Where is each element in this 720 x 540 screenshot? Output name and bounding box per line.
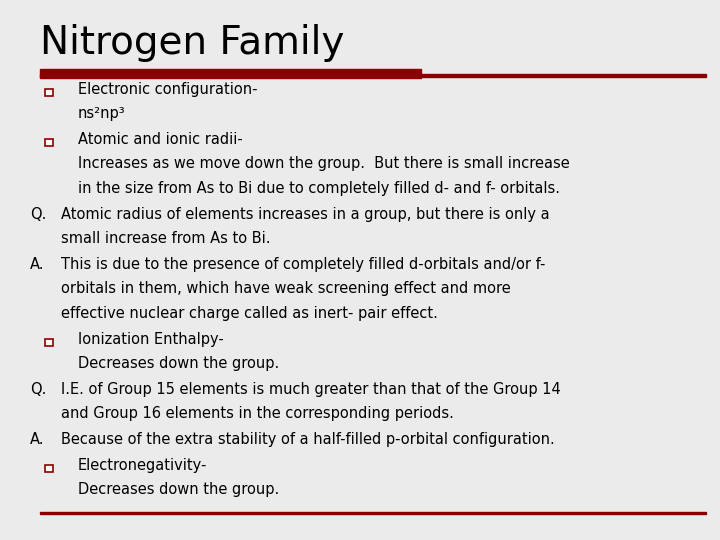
Text: Decreases down the group.: Decreases down the group. xyxy=(78,482,279,497)
Text: Nitrogen Family: Nitrogen Family xyxy=(40,24,344,62)
Text: effective nuclear charge called as inert- pair effect.: effective nuclear charge called as inert… xyxy=(61,306,438,321)
Text: Q.: Q. xyxy=(30,382,47,397)
Text: Increases as we move down the group.  But there is small increase: Increases as we move down the group. But… xyxy=(78,157,570,171)
Text: Decreases down the group.: Decreases down the group. xyxy=(78,356,279,371)
Text: Atomic and ionic radii-: Atomic and ionic radii- xyxy=(78,132,243,147)
Text: A.: A. xyxy=(30,257,45,272)
Bar xyxy=(40,69,421,78)
Text: Electronic configuration-: Electronic configuration- xyxy=(78,82,257,97)
Text: small increase from As to Bi.: small increase from As to Bi. xyxy=(61,231,271,246)
Bar xyxy=(45,465,53,472)
Text: in the size from As to Bi due to completely filled d- and f- orbitals.: in the size from As to Bi due to complet… xyxy=(78,181,559,196)
Bar xyxy=(40,74,706,77)
Bar xyxy=(45,339,53,346)
Bar xyxy=(45,139,53,146)
Text: I.E. of Group 15 elements is much greater than that of the Group 14: I.E. of Group 15 elements is much greate… xyxy=(61,382,561,397)
Text: orbitals in them, which have weak screening effect and more: orbitals in them, which have weak screen… xyxy=(61,281,511,296)
Text: Because of the extra stability of a half-filled p-orbital configuration.: Because of the extra stability of a half… xyxy=(61,432,555,447)
Text: Ionization Enthalpy-: Ionization Enthalpy- xyxy=(78,332,223,347)
Text: Q.: Q. xyxy=(30,207,47,221)
Text: This is due to the presence of completely filled d-orbitals and/or f-: This is due to the presence of completel… xyxy=(61,257,546,272)
Bar xyxy=(45,89,53,96)
Text: ns²np³: ns²np³ xyxy=(78,106,125,121)
Text: Atomic radius of elements increases in a group, but there is only a: Atomic radius of elements increases in a… xyxy=(61,207,550,221)
Text: Electronegativity-: Electronegativity- xyxy=(78,458,207,472)
Bar xyxy=(40,512,706,514)
Text: and Group 16 elements in the corresponding periods.: and Group 16 elements in the correspondi… xyxy=(61,407,454,421)
Text: A.: A. xyxy=(30,432,45,447)
